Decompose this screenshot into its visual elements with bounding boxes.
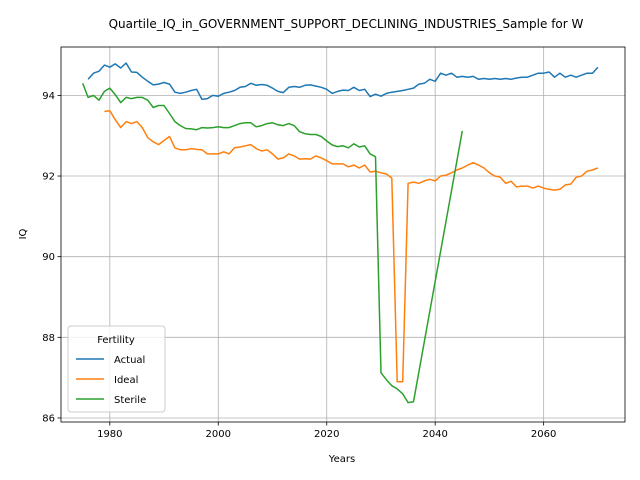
x-tick-label: 2000 <box>206 429 231 440</box>
legend-label-sterile: Sterile <box>114 395 146 406</box>
y-axis: 86 88 90 92 94 <box>42 91 61 424</box>
y-tick-label: 90 <box>42 252 55 263</box>
series-line-sterile <box>81 83 464 404</box>
y-axis-label: IQ <box>18 228 29 239</box>
series-line-actual <box>87 62 599 101</box>
y-tick-label: 88 <box>42 333 55 344</box>
x-tick-label: 1980 <box>97 429 122 440</box>
y-tick-label: 92 <box>42 172 55 183</box>
legend-label-actual: Actual <box>114 355 145 366</box>
series-line-ideal <box>104 109 599 383</box>
y-tick-label: 94 <box>42 91 55 102</box>
plot-series <box>81 62 599 404</box>
chart-title: Quartile_IQ_in_GOVERNMENT_SUPPORT_DECLIN… <box>109 17 584 31</box>
y-tick-label: 86 <box>42 413 55 424</box>
legend-title: Fertility <box>97 335 135 346</box>
plot-area-frame <box>60 46 626 423</box>
x-axis: 1980 2000 2020 2040 2060 <box>97 422 556 440</box>
x-tick-label: 2060 <box>531 429 556 440</box>
legend-label-ideal: Ideal <box>114 375 138 386</box>
x-tick-label: 2040 <box>422 429 447 440</box>
legend: Fertility Actual Ideal Sterile <box>67 325 166 413</box>
grid-lines <box>61 47 625 422</box>
x-axis-label: Years <box>328 454 355 465</box>
legend-box <box>67 325 166 413</box>
x-tick-label: 2020 <box>314 429 339 440</box>
